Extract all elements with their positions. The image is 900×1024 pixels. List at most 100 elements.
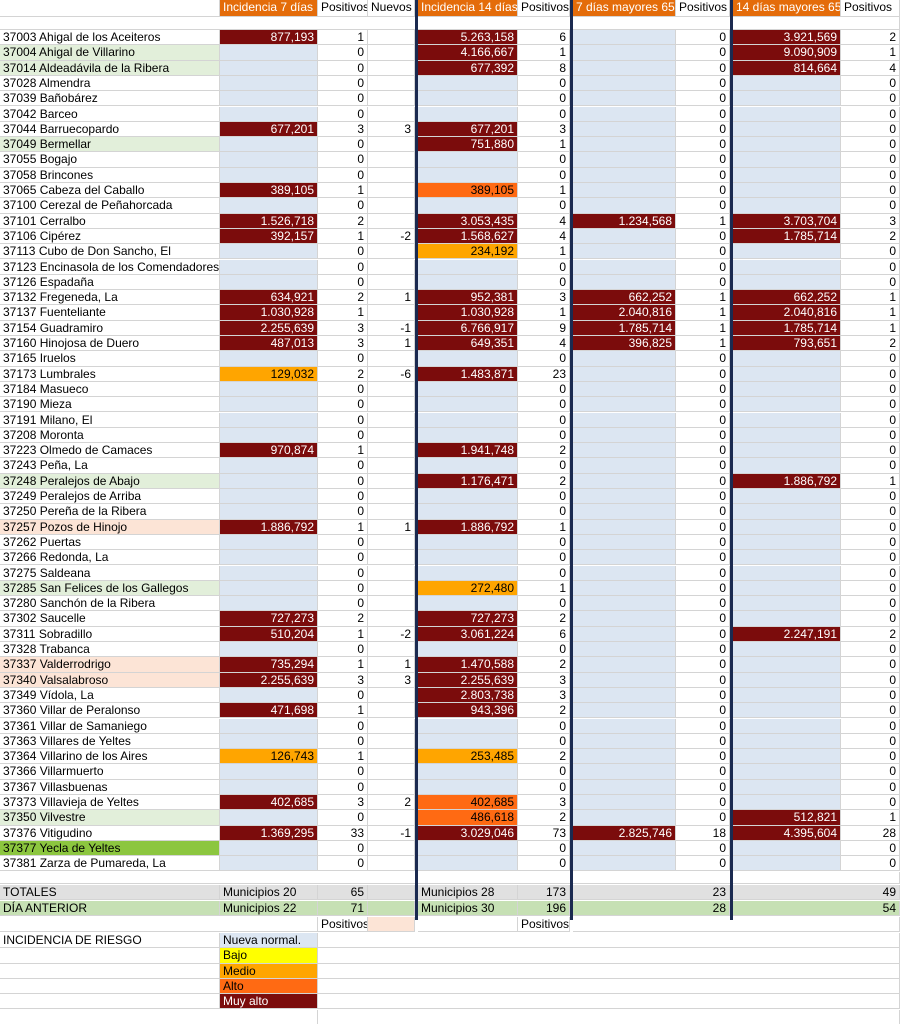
over65-positives-14-cell[interactable]: 1 — [841, 810, 900, 826]
new-cases-cell[interactable] — [368, 611, 415, 627]
over65-7-cell[interactable] — [573, 810, 676, 826]
incidence-7-cell[interactable] — [220, 534, 318, 551]
incidence-7-cell[interactable] — [220, 244, 318, 260]
over65-positives-14-cell[interactable]: 1 — [841, 305, 900, 321]
new-cases-cell[interactable] — [368, 749, 415, 765]
over65-7-cell[interactable] — [573, 259, 676, 275]
positives-7-cell[interactable]: 0 — [318, 687, 368, 704]
new-cases-cell[interactable] — [368, 30, 415, 46]
over65-positives-7-cell[interactable]: 0 — [676, 381, 730, 398]
over65-positives-14-cell[interactable]: 0 — [841, 244, 900, 260]
incidence-14-cell[interactable] — [418, 381, 518, 398]
over65-14-cell[interactable] — [733, 596, 841, 612]
new-cases-cell[interactable] — [368, 764, 415, 780]
over65-14-cell[interactable]: 662,252 — [733, 290, 841, 306]
new-cases-cell[interactable] — [368, 718, 415, 734]
over65-7-cell[interactable] — [573, 703, 676, 719]
over65-positives-14-cell[interactable]: 0 — [841, 687, 900, 704]
positives-7-cell[interactable]: 0 — [318, 733, 368, 750]
over65-positives-14-cell[interactable]: 0 — [841, 489, 900, 505]
positives-14-cell[interactable]: 0 — [518, 779, 570, 795]
municipality-name[interactable]: 37101 Cerralbo — [0, 213, 220, 229]
over65-positives-7-cell[interactable]: 0 — [676, 718, 730, 734]
over65-7-cell[interactable]: 2.040,816 — [573, 305, 676, 321]
municipality-name[interactable]: 37376 Vitigudino — [0, 825, 220, 841]
positives-7-cell[interactable]: 0 — [318, 137, 368, 153]
over65-7-cell[interactable] — [573, 642, 676, 658]
positives-14-cell[interactable]: 8 — [518, 60, 570, 76]
incidence-14-cell[interactable]: 1.941,748 — [418, 443, 518, 459]
incidence-14-cell[interactable] — [418, 427, 518, 444]
new-cases-cell[interactable] — [368, 489, 415, 505]
over65-14-cell[interactable]: 1.785,714 — [733, 228, 841, 245]
over65-7-cell[interactable] — [573, 504, 676, 520]
incidence-14-cell[interactable] — [418, 91, 518, 107]
positives-14-cell[interactable]: 0 — [518, 458, 570, 474]
positives-7-cell[interactable]: 0 — [318, 274, 368, 291]
over65-14-cell[interactable]: 814,664 — [733, 60, 841, 76]
positives-7-cell[interactable]: 2 — [318, 213, 368, 229]
over65-14-cell[interactable] — [733, 489, 841, 505]
over65-positives-14-cell[interactable]: 0 — [841, 779, 900, 795]
incidence-14-cell[interactable] — [418, 106, 518, 122]
incidence-14-cell[interactable]: 727,273 — [418, 611, 518, 627]
over65-positives-7-cell[interactable]: 0 — [676, 45, 730, 61]
positives-14-cell[interactable]: 4 — [518, 213, 570, 229]
incidence-14-cell[interactable] — [418, 718, 518, 734]
incidence-14-cell[interactable] — [418, 259, 518, 275]
incidence-14-cell[interactable]: 402,685 — [418, 795, 518, 811]
over65-7-cell[interactable]: 1.234,568 — [573, 213, 676, 229]
over65-positives-7-cell[interactable]: 0 — [676, 458, 730, 474]
over65-positives-14-cell[interactable]: 0 — [841, 366, 900, 382]
positives-14-cell[interactable]: 6 — [518, 30, 570, 46]
new-cases-cell[interactable]: -2 — [368, 228, 415, 245]
positives-14-cell[interactable]: 3 — [518, 687, 570, 704]
positives-14-cell[interactable]: 0 — [518, 733, 570, 750]
header-positivos-mayores-14[interactable]: Positivos — [841, 0, 900, 17]
municipality-name[interactable]: 37123 Encinasola de los Comendadores — [0, 259, 220, 275]
positives-7-cell[interactable]: 1 — [318, 305, 368, 321]
positives-7-cell[interactable]: 1 — [318, 443, 368, 459]
incidence-14-cell[interactable] — [418, 596, 518, 612]
over65-positives-7-cell[interactable]: 0 — [676, 565, 730, 581]
positives-14-cell[interactable]: 0 — [518, 167, 570, 183]
over65-14-cell[interactable] — [733, 779, 841, 795]
over65-7-cell[interactable] — [573, 626, 676, 642]
positives-14-cell[interactable]: 1 — [518, 137, 570, 153]
over65-positives-14-cell[interactable]: 1 — [841, 45, 900, 61]
positives-14-cell[interactable]: 0 — [518, 718, 570, 734]
positives-14-cell[interactable]: 0 — [518, 534, 570, 551]
incidence-7-cell[interactable]: 129,032 — [220, 366, 318, 382]
positives-7-cell[interactable]: 3 — [318, 336, 368, 352]
incidence-14-cell[interactable] — [418, 764, 518, 780]
over65-7-cell[interactable] — [573, 274, 676, 291]
new-cases-cell[interactable] — [368, 45, 415, 61]
positives-14-cell[interactable]: 2 — [518, 703, 570, 719]
positives-7-cell[interactable]: 0 — [318, 642, 368, 658]
incidence-14-cell[interactable] — [418, 856, 518, 872]
over65-positives-14-cell[interactable]: 0 — [841, 611, 900, 627]
municipality-name[interactable]: 37042 Barceo — [0, 106, 220, 122]
incidence-14-cell[interactable]: 943,396 — [418, 703, 518, 719]
new-cases-cell[interactable] — [368, 274, 415, 291]
new-cases-cell[interactable] — [368, 427, 415, 444]
municipality-name[interactable]: 37364 Villarino de los Aires — [0, 749, 220, 765]
new-cases-cell[interactable] — [368, 198, 415, 214]
incidence-14-cell[interactable]: 1.886,792 — [418, 519, 518, 535]
over65-14-cell[interactable] — [733, 856, 841, 872]
incidence-14-cell[interactable]: 234,192 — [418, 244, 518, 260]
new-cases-cell[interactable] — [368, 580, 415, 597]
positives-14-cell[interactable]: 0 — [518, 91, 570, 107]
municipality-name[interactable]: 37137 Fuenteliante — [0, 305, 220, 321]
positives-14-cell[interactable]: 0 — [518, 75, 570, 92]
positives-7-cell[interactable]: 0 — [318, 167, 368, 183]
positives-14-cell[interactable]: 2 — [518, 810, 570, 826]
over65-positives-7-cell[interactable]: 0 — [676, 611, 730, 627]
municipality-name[interactable]: 37249 Peralejos de Arriba — [0, 489, 220, 505]
over65-positives-7-cell[interactable]: 0 — [676, 274, 730, 291]
over65-positives-14-cell[interactable]: 0 — [841, 749, 900, 765]
incidence-7-cell[interactable]: 677,201 — [220, 121, 318, 138]
positives-7-cell[interactable]: 0 — [318, 397, 368, 413]
positives-7-cell[interactable]: 2 — [318, 611, 368, 627]
new-cases-cell[interactable] — [368, 412, 415, 428]
